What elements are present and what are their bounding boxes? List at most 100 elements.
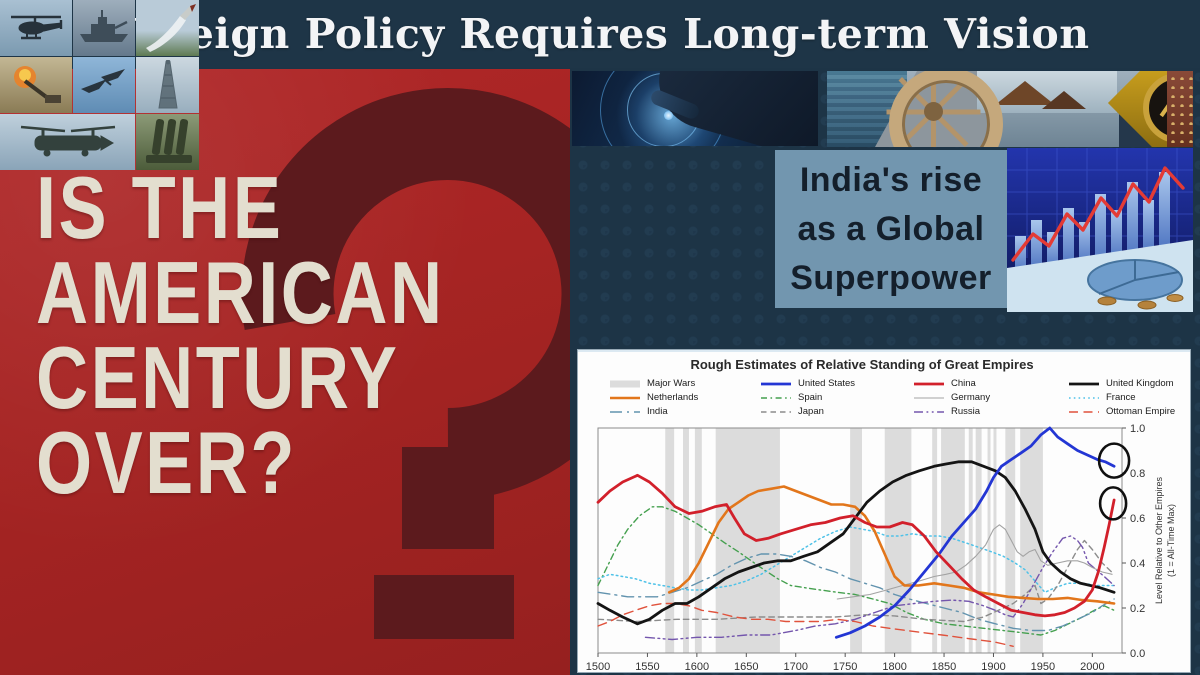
poster-line: AMERICAN xyxy=(36,243,445,342)
empires-chart-card: Rough Estimates of Relative Standing of … xyxy=(578,350,1190,672)
series-germany xyxy=(836,524,1113,600)
legend-item-spain: Spain xyxy=(759,392,912,403)
chart-title: Rough Estimates of Relative Standing of … xyxy=(690,357,1034,372)
major-war-band xyxy=(993,428,997,653)
legend-label: United States xyxy=(798,378,856,389)
united-states-endpoint-circle xyxy=(1097,442,1131,479)
legend-label: Spain xyxy=(798,392,823,403)
legend-label: France xyxy=(1106,392,1136,403)
series-united-kingdom xyxy=(596,460,1116,626)
legend-item-japan: Japan xyxy=(759,406,912,417)
x-tick-label: 1800 xyxy=(882,661,906,672)
legend-swatch xyxy=(610,396,640,399)
legend-label: China xyxy=(951,378,976,389)
attack-helicopter-icon xyxy=(0,0,72,56)
major-war-band xyxy=(884,428,912,653)
y-tick-label: 0.0 xyxy=(1130,648,1145,660)
poster-line: CENTURY xyxy=(36,328,400,427)
poster-line: OVER? xyxy=(36,413,297,512)
legend-swatch xyxy=(761,396,791,399)
major-war-band xyxy=(968,428,973,653)
series-japan xyxy=(597,539,1115,623)
major-war-band xyxy=(665,428,675,653)
series-france xyxy=(597,526,1115,594)
chinook-helicopter-icon xyxy=(0,114,135,170)
harbor-texture xyxy=(1167,71,1193,147)
legend-item-france: France xyxy=(1067,392,1189,403)
legend-label: Netherlands xyxy=(647,392,699,403)
legend-label: Japan xyxy=(798,406,824,417)
missile-launch-icon xyxy=(136,0,199,56)
y-tick-label: 0.2 xyxy=(1130,603,1145,615)
question-mark-icon xyxy=(241,88,570,639)
title-band: Foreign Policy Requires Long-term Vision xyxy=(0,0,1200,68)
major-war-band xyxy=(975,428,982,653)
legend-item-major-wars: Major Wars xyxy=(608,378,759,389)
india-panel-line: India's rise xyxy=(799,161,983,199)
india-panel-line: as a Global xyxy=(797,210,985,248)
y-axis-title: (1 = All-Time Max) xyxy=(1166,504,1176,577)
legend-swatch xyxy=(761,410,791,413)
y-tick-label: 0.6 xyxy=(1130,513,1145,525)
legend-item-india: India xyxy=(608,406,759,417)
finance-graphic xyxy=(1007,148,1193,312)
american-century-poster: IS THE AMERICAN CENTURY OVER? xyxy=(0,69,570,675)
series-united-states xyxy=(834,426,1116,639)
legend-item-netherlands: Netherlands xyxy=(608,392,759,403)
major-war-band xyxy=(941,428,965,653)
y-tick-label: 0.8 xyxy=(1130,468,1145,480)
roof-icon xyxy=(1042,91,1086,109)
series-ottoman-empire xyxy=(597,602,1014,647)
x-tick-label: 1650 xyxy=(734,661,758,672)
chart-legend: Major Wars United States China United Kingd… xyxy=(608,378,1189,417)
legend-item-china: China xyxy=(912,378,1067,389)
series-russia xyxy=(644,535,1115,641)
legend-swatch xyxy=(610,380,640,387)
legend-swatch xyxy=(914,410,944,413)
series-spain xyxy=(597,506,1115,636)
legend-item-united-states: United States xyxy=(759,378,912,389)
x-tick-label: 1750 xyxy=(833,661,857,672)
legend-label: Russia xyxy=(951,406,981,417)
x-tick-label: 2000 xyxy=(1080,661,1104,672)
x-tick-label: 1550 xyxy=(635,661,659,672)
major-war-band xyxy=(694,428,702,653)
poster-line: IS THE xyxy=(36,158,284,257)
x-tick-label: 1500 xyxy=(586,661,610,672)
legend-swatch xyxy=(1069,396,1099,399)
legend-label: Major Wars xyxy=(647,378,696,389)
ship-wheel-compass-photo xyxy=(827,71,1193,147)
legend-item-ottoman-empire: Ottoman Empire xyxy=(1067,406,1189,417)
legend-label: Ottoman Empire xyxy=(1106,406,1176,417)
legend-item-russia: Russia xyxy=(912,406,1067,417)
bar-chart-pie-coins-photo xyxy=(1007,148,1193,312)
major-war-band xyxy=(1005,428,1016,653)
x-tick-label: 1600 xyxy=(685,661,709,672)
legend-label: Germany xyxy=(951,392,991,403)
plot-frame xyxy=(597,427,1123,654)
legend-label: India xyxy=(647,406,668,417)
lattice-tower-icon xyxy=(136,57,199,113)
fighter-jets-icon xyxy=(73,57,135,113)
legend-swatch xyxy=(1069,382,1099,385)
poster-title: IS THE AMERICAN CENTURY OVER? xyxy=(36,158,534,512)
warship-icon xyxy=(73,0,135,56)
china-endpoint-circle xyxy=(1098,486,1128,521)
x-tick-label: 1850 xyxy=(932,661,956,672)
legend-item-germany: Germany xyxy=(912,392,1067,403)
x-tick-label: 1900 xyxy=(981,661,1005,672)
india-panel-line: Superpower xyxy=(790,259,992,297)
x-tick-label: 1950 xyxy=(1031,661,1055,672)
legend-item-united-kingdom: United Kingdom xyxy=(1067,378,1189,389)
legend-swatch xyxy=(761,382,791,385)
y-axis-title: Level Relative to Other Empires xyxy=(1154,476,1164,604)
major-war-band xyxy=(850,428,862,653)
y-tick-label: 0.4 xyxy=(1130,558,1145,570)
artillery-fire-icon xyxy=(0,57,72,113)
legend-label: United Kingdom xyxy=(1106,378,1174,389)
legend-swatch xyxy=(914,382,944,385)
empires-line-chart: 1500 1550 1600 1650 1700 1750 1800 1850 1900 1950… xyxy=(586,423,1176,672)
page-title: Foreign Policy Requires Long-term Vision xyxy=(110,10,1090,58)
y-tick-label: 1.0 xyxy=(1130,423,1145,435)
